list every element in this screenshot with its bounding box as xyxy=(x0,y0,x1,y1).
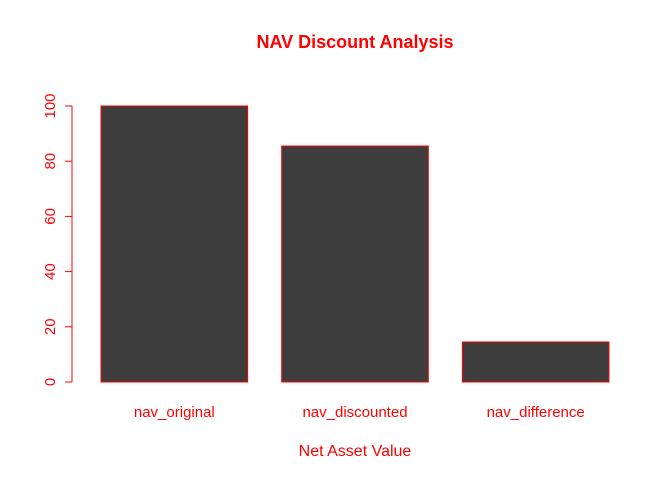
y-tick-label: 20 xyxy=(42,318,59,335)
chart-title: NAV Discount Analysis xyxy=(256,32,453,52)
bar-nav-difference xyxy=(461,341,610,383)
x-axis-label: Net Asset Value xyxy=(299,443,412,460)
y-tick-label: 80 xyxy=(42,153,59,170)
bar-nav-discounted xyxy=(281,145,429,383)
bars-group xyxy=(100,105,610,383)
x-tick-labels: nav_original nav_discounted nav_difference xyxy=(134,404,585,421)
bar-nav-original xyxy=(100,105,249,383)
y-tick-label: 0 xyxy=(42,378,59,386)
y-tick-label: 40 xyxy=(42,263,59,280)
y-axis: 0 20 40 60 80 100 xyxy=(42,93,73,386)
y-tick-label: 60 xyxy=(42,208,59,225)
x-tick-label: nav_difference xyxy=(487,404,585,421)
x-tick-label: nav_discounted xyxy=(302,404,407,421)
y-tick-label: 100 xyxy=(42,93,59,118)
x-tick-label: nav_original xyxy=(134,404,215,421)
